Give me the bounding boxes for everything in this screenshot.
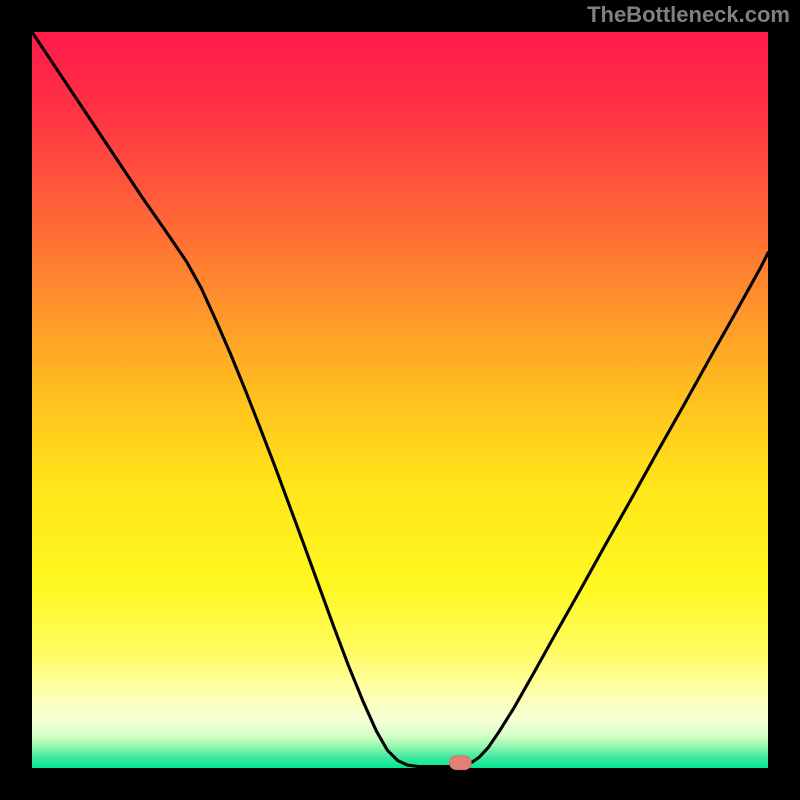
valley-marker (449, 756, 471, 770)
bottleneck-chart (0, 0, 800, 800)
watermark-text: TheBottleneck.com (587, 2, 790, 28)
plot-background (32, 32, 768, 768)
chart-container: { "watermark": { "text": "TheBottleneck.… (0, 0, 800, 800)
